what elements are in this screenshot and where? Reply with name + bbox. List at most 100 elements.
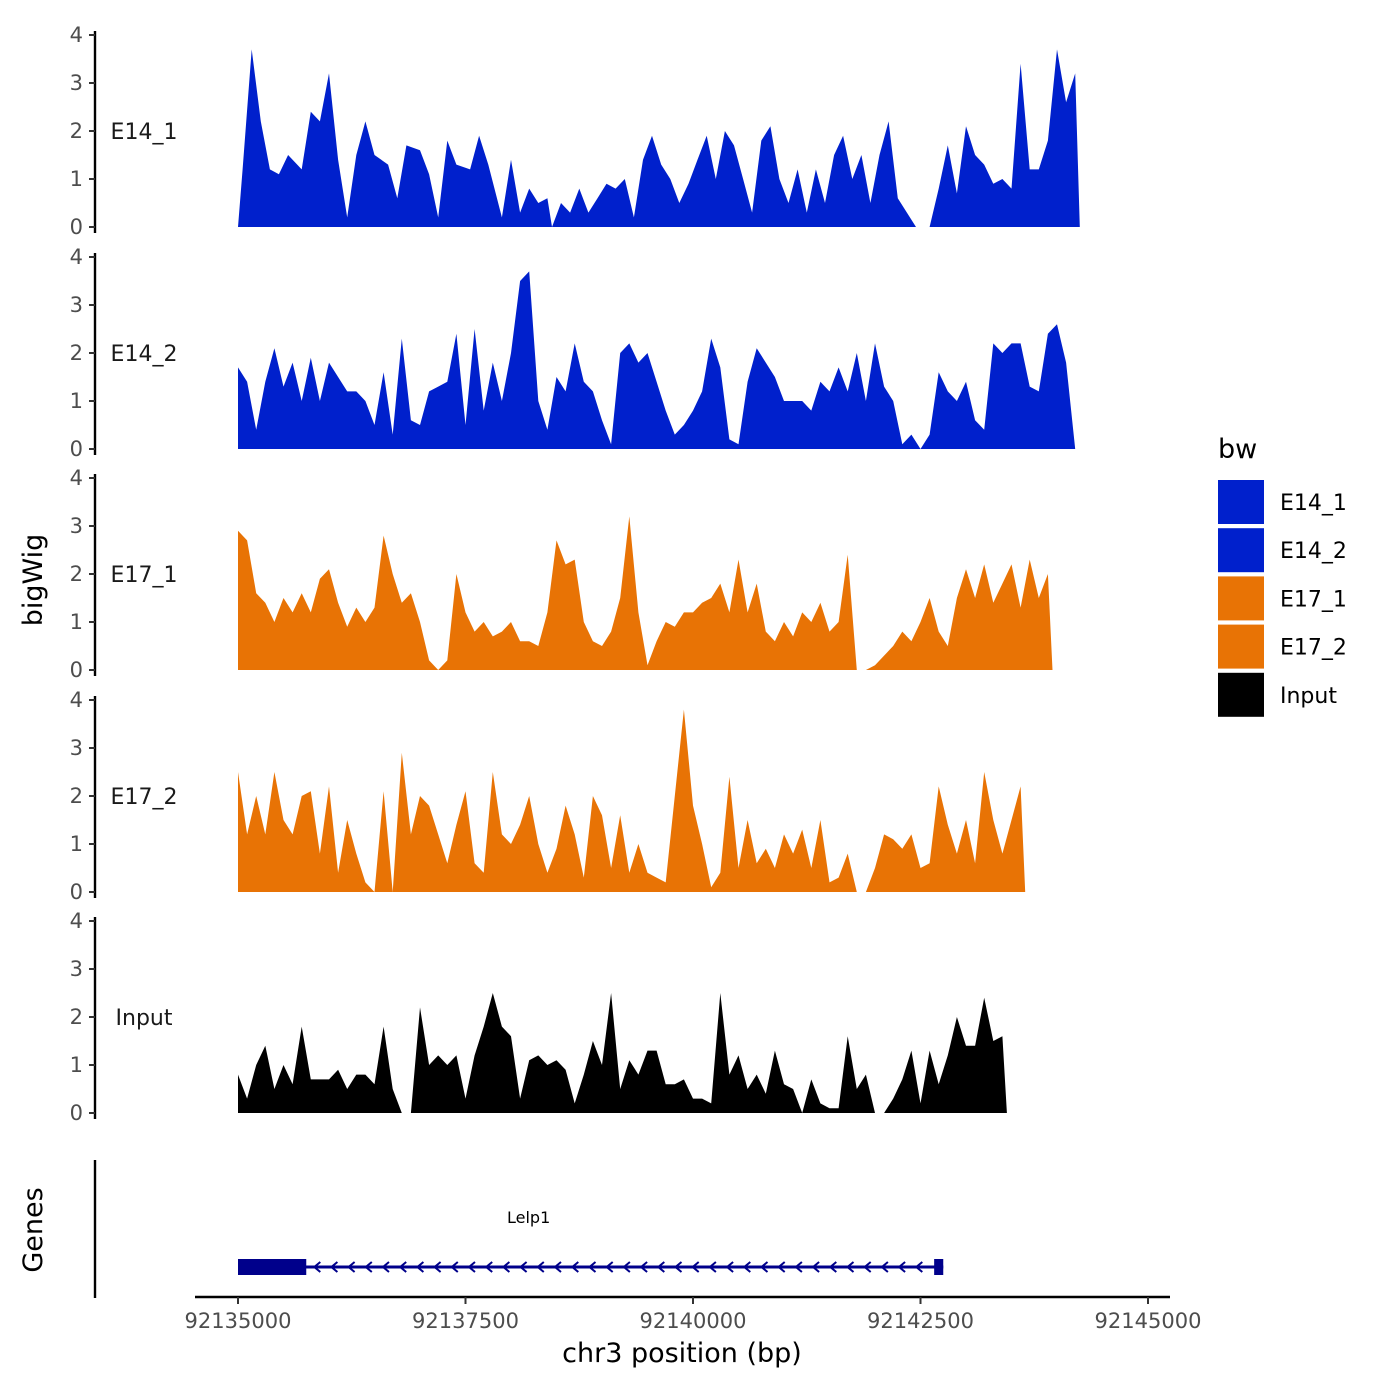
y-tick-label: 3 <box>70 957 83 981</box>
y-tick-label: 4 <box>70 245 83 269</box>
strand-arrow <box>811 1261 820 1273</box>
y-tick-label: 1 <box>70 389 83 413</box>
legend-key-e14-2 <box>1218 528 1264 573</box>
strand-arrow <box>347 1261 356 1273</box>
y-axis-title: bigWig <box>18 534 49 627</box>
strand-arrow <box>415 1261 425 1273</box>
legend-label: E17_1 <box>1280 587 1347 612</box>
x-axis: 92135000 92137500 92140000 92142500 92145000 <box>185 1295 1202 1333</box>
track-e14-2: 0 1 2 3 4 E14_2 <box>70 245 1076 461</box>
strand-arrow <box>329 1261 339 1273</box>
strand-arrow <box>742 1261 751 1273</box>
strand-arrow <box>914 1261 923 1273</box>
gene-exon <box>238 1259 307 1275</box>
genes-axis-title: Genes <box>18 1187 49 1272</box>
legend-label: E14_1 <box>1280 491 1347 516</box>
strand-arrow <box>828 1261 837 1273</box>
y-tick-label: 3 <box>70 293 83 317</box>
gene-label: Lelp1 <box>507 1208 550 1227</box>
y-tick-label: 2 <box>70 784 83 808</box>
strand-arrow <box>845 1261 855 1273</box>
strand-arrow <box>622 1261 631 1273</box>
y-tick-label: 0 <box>70 215 83 239</box>
strand-arrow <box>536 1261 545 1273</box>
strand-arrow <box>725 1261 734 1273</box>
strand-arrow <box>639 1261 648 1273</box>
strand-arrow <box>708 1261 717 1273</box>
y-tick-label: 4 <box>70 466 83 490</box>
strand-arrow <box>570 1261 579 1273</box>
strand-arrow <box>312 1261 321 1273</box>
track-label: E14_1 <box>111 120 178 145</box>
strand-arrow <box>897 1261 906 1273</box>
strand-arrow <box>501 1261 511 1273</box>
strand-arrow <box>777 1261 786 1273</box>
y-tick-label: 3 <box>70 71 83 95</box>
y-tick-label: 3 <box>70 514 83 538</box>
y-tick-label: 0 <box>70 437 83 461</box>
y-tick-label: 0 <box>70 880 83 904</box>
legend-label: Input <box>1280 684 1337 709</box>
track-label: Input <box>116 1006 173 1031</box>
coverage-area <box>238 993 1007 1113</box>
y-tick-label: 3 <box>70 736 83 760</box>
x-tick-label: 92145000 <box>1095 1309 1202 1333</box>
strand-arrow <box>433 1261 442 1273</box>
y-tick-label: 1 <box>70 610 83 634</box>
x-tick-label: 92142500 <box>867 1309 974 1333</box>
legend-key-e17-2 <box>1218 624 1264 669</box>
x-tick-label: 92140000 <box>640 1309 747 1333</box>
track-input: 0 1 2 3 4 Input <box>70 909 1007 1125</box>
track-e17-1: 0 1 2 3 4 E17_1 <box>70 466 1053 682</box>
x-axis-title: chr3 position (bp) <box>562 1338 802 1369</box>
strand-arrow <box>605 1261 614 1273</box>
y-tick-label: 2 <box>70 1005 83 1029</box>
y-tick-label: 1 <box>70 1053 83 1077</box>
strand-arrow <box>656 1261 665 1273</box>
legend-key-input <box>1218 672 1264 717</box>
coverage-area <box>238 516 1053 670</box>
legend-label: E17_2 <box>1280 636 1347 661</box>
y-tick-label: 2 <box>70 562 83 586</box>
strand-arrow <box>484 1261 493 1273</box>
legend-label: E14_2 <box>1280 539 1347 564</box>
coverage-area <box>238 49 1080 228</box>
strand-arrow <box>673 1261 683 1273</box>
legend-key-e17-1 <box>1218 576 1264 621</box>
coverage-area <box>238 271 1076 449</box>
strand-arrow <box>759 1261 769 1273</box>
legend-title: bw <box>1218 434 1257 465</box>
x-tick-label: 92137500 <box>412 1309 519 1333</box>
tracks-layer: 0 1 2 3 4 E14_1 0 1 2 3 4 E14_2 0 1 2 3 4 E17_1 0 1 2 3 4 E17_2… <box>70 23 1080 1125</box>
legend: bw E14_1 E14_2 E17_1 E17_2 Input <box>1218 434 1347 717</box>
y-tick-label: 1 <box>70 167 83 191</box>
y-tick-label: 2 <box>70 341 83 365</box>
coverage-area <box>238 709 1026 892</box>
strand-arrow <box>863 1261 872 1273</box>
y-tick-label: 4 <box>70 688 83 712</box>
track-e17-2: 0 1 2 3 4 E17_2 <box>70 688 1026 904</box>
legend-key-e14-1 <box>1218 480 1264 524</box>
x-tick-label: 92135000 <box>185 1309 292 1333</box>
strand-arrow <box>587 1261 597 1273</box>
strand-arrow <box>691 1261 700 1273</box>
y-tick-label: 0 <box>70 658 83 682</box>
y-tick-label: 1 <box>70 832 83 856</box>
y-tick-label: 4 <box>70 23 83 47</box>
gene-track: Lelp1 <box>93 1160 944 1298</box>
track-e14-1: 0 1 2 3 4 E14_1 <box>70 23 1080 239</box>
y-tick-label: 2 <box>70 119 83 143</box>
y-tick-label: 4 <box>70 909 83 933</box>
strand-arrow <box>398 1261 407 1273</box>
strand-arrow <box>553 1261 562 1273</box>
strand-arrow <box>794 1261 803 1273</box>
track-label: E14_2 <box>111 342 178 367</box>
strand-arrow <box>880 1261 889 1273</box>
track-label: E17_1 <box>111 563 178 588</box>
strand-arrow <box>364 1261 373 1273</box>
track-label: E17_2 <box>111 785 178 810</box>
gene-exon <box>934 1259 944 1275</box>
strand-arrow <box>519 1261 528 1273</box>
strand-arrow <box>381 1261 390 1273</box>
